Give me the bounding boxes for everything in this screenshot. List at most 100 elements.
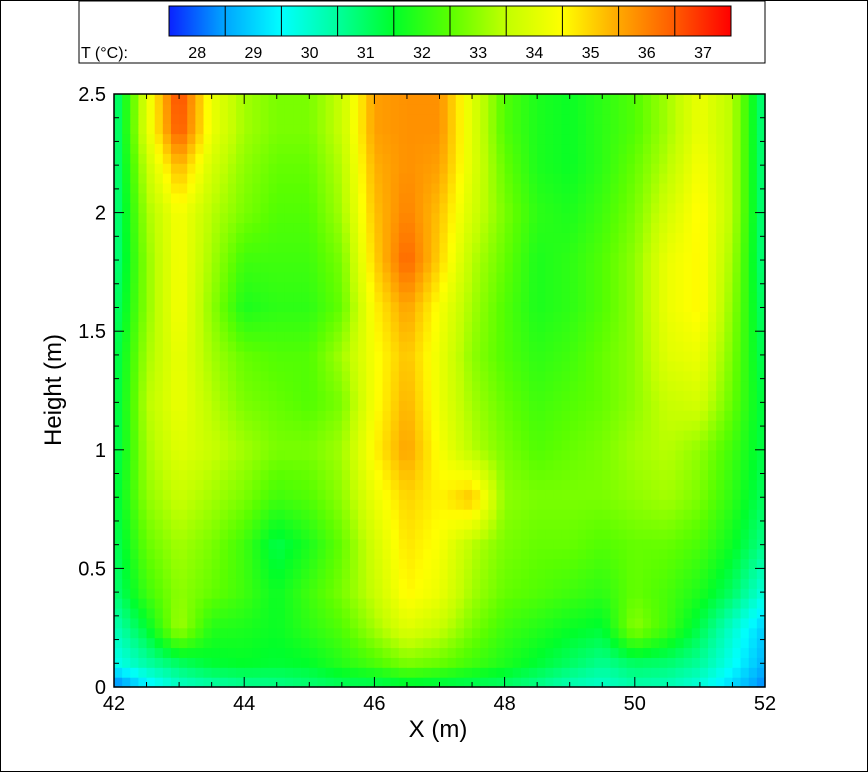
heatmap-cell xyxy=(724,370,734,382)
heatmap-cell xyxy=(488,518,498,530)
heatmap-cell xyxy=(488,301,498,313)
heatmap-cell xyxy=(691,103,701,115)
heatmap-cell xyxy=(618,578,628,589)
heatmap-cell xyxy=(423,341,432,352)
heatmap-cell xyxy=(227,509,237,520)
heatmap-cell xyxy=(219,607,229,619)
heatmap-cell xyxy=(447,518,457,530)
heatmap-cell xyxy=(756,341,766,352)
heatmap-cell xyxy=(708,291,717,303)
heatmap-cell xyxy=(390,242,400,253)
heatmap-cell xyxy=(699,449,709,461)
heatmap-cell xyxy=(602,163,611,174)
heatmap-cell xyxy=(708,242,717,253)
heatmap-cell xyxy=(708,163,717,174)
heatmap-cell xyxy=(114,370,123,382)
heatmap-cell xyxy=(756,499,766,510)
heatmap-cell xyxy=(512,252,522,263)
heatmap-cell xyxy=(610,311,620,322)
heatmap-cell xyxy=(626,657,636,668)
heatmap-cell xyxy=(472,528,481,540)
heatmap-cell xyxy=(561,509,571,520)
heatmap-cell xyxy=(341,252,351,263)
heatmap-cell xyxy=(276,173,286,184)
heatmap-cell xyxy=(415,390,424,401)
heatmap-cell xyxy=(333,607,343,619)
heatmap-cell xyxy=(480,252,489,263)
heatmap-cell xyxy=(545,103,555,115)
heatmap-cell xyxy=(130,578,140,589)
heatmap-cell xyxy=(203,311,213,322)
heatmap-cell xyxy=(284,410,294,421)
heatmap-cell xyxy=(561,607,571,619)
heatmap-cell xyxy=(716,588,725,599)
heatmap-cell xyxy=(488,163,498,174)
heatmap-cell xyxy=(219,449,229,461)
heatmap-cell xyxy=(406,182,416,194)
heatmap-cell xyxy=(114,598,123,609)
heatmap-cell xyxy=(358,420,367,431)
heatmap-cell xyxy=(170,479,180,490)
heatmap-cell xyxy=(374,548,384,560)
heatmap-cell xyxy=(244,598,253,609)
heatmap-cell xyxy=(268,400,278,411)
heatmap-cell xyxy=(447,578,457,589)
heatmap-cell xyxy=(358,212,367,224)
heatmap-cell xyxy=(187,528,196,540)
heatmap-cell xyxy=(382,113,392,125)
heatmap-cell xyxy=(740,617,750,629)
heatmap-cell xyxy=(569,94,579,105)
heatmap-cell xyxy=(496,212,506,224)
heatmap-cell xyxy=(455,430,465,441)
heatmap-cell xyxy=(618,489,628,500)
heatmap-cell xyxy=(146,370,156,382)
heatmap-cell xyxy=(415,153,424,164)
heatmap-cell xyxy=(561,588,571,599)
heatmap-cell xyxy=(553,271,563,283)
heatmap-cell xyxy=(651,153,660,164)
heatmap-cell xyxy=(561,410,571,421)
heatmap-cell xyxy=(439,133,449,145)
heatmap-cell xyxy=(260,449,270,461)
heatmap-cell xyxy=(594,499,603,510)
heatmap-cell xyxy=(634,222,644,233)
heatmap-cell xyxy=(699,202,709,214)
heatmap-cell xyxy=(748,350,758,362)
heatmap-cell xyxy=(415,509,424,520)
heatmap-cell xyxy=(122,489,131,500)
heatmap-cell xyxy=(634,469,644,481)
heatmap-cell xyxy=(594,380,603,392)
heatmap-cell xyxy=(293,469,302,481)
heatmap-cell xyxy=(162,667,172,678)
heatmap-cell xyxy=(472,518,481,530)
heatmap-cell xyxy=(349,360,359,372)
heatmap-cell xyxy=(244,390,253,401)
heatmap-cell xyxy=(732,331,742,342)
heatmap-cell xyxy=(480,202,489,214)
heatmap-cell xyxy=(740,627,750,639)
heatmap-cell xyxy=(333,400,343,411)
heatmap-cell xyxy=(114,449,123,461)
heatmap-cell xyxy=(406,607,416,619)
heatmap-cell xyxy=(618,518,628,530)
heatmap-cell xyxy=(642,380,652,392)
heatmap-cell xyxy=(211,94,221,105)
heatmap-cell xyxy=(659,667,668,678)
heatmap-cell xyxy=(537,400,546,411)
heatmap-cell xyxy=(439,677,449,688)
heatmap-cell xyxy=(325,647,335,658)
heatmap-cell xyxy=(610,271,620,283)
heatmap-cell xyxy=(504,94,514,105)
heatmap-cell xyxy=(618,311,628,322)
heatmap-cell xyxy=(195,380,205,392)
heatmap-cell xyxy=(602,133,611,145)
heatmap-cell xyxy=(260,459,270,471)
heatmap-cell xyxy=(252,489,262,500)
heatmap-cell xyxy=(325,657,335,668)
heatmap-cell xyxy=(553,331,563,342)
heatmap-cell xyxy=(691,281,701,293)
heatmap-cell xyxy=(114,469,123,481)
heatmap-cell xyxy=(699,538,709,550)
heatmap-cell xyxy=(138,439,148,451)
heatmap-cell xyxy=(309,252,319,263)
